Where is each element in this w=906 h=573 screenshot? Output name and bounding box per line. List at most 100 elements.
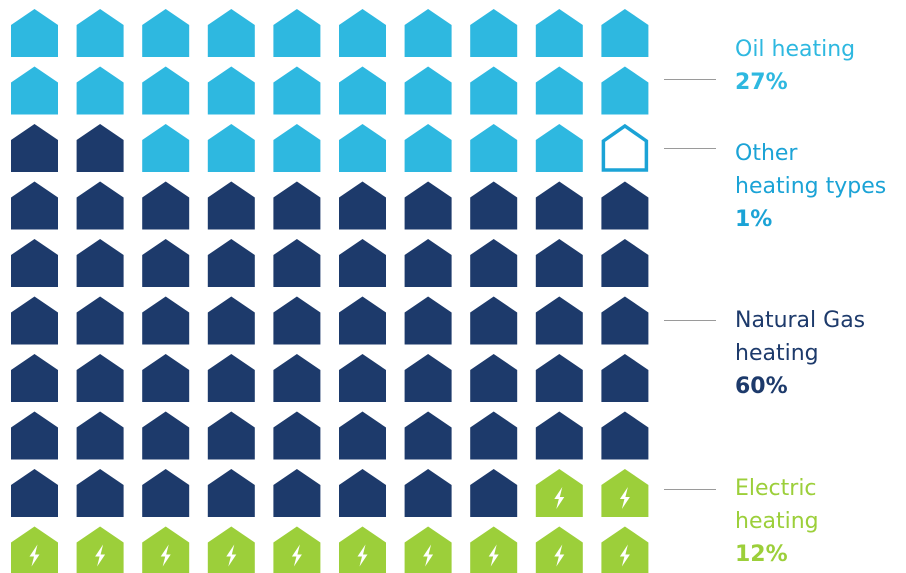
house-icon xyxy=(142,296,190,345)
house-icon-cell xyxy=(601,9,649,57)
house-icon-cell xyxy=(11,411,58,460)
house-icon xyxy=(470,411,518,460)
house-icon xyxy=(11,181,58,230)
house-icon xyxy=(11,9,58,57)
house-icon-cell xyxy=(142,124,190,172)
house-icon-cell xyxy=(142,181,190,230)
house-icon xyxy=(601,181,649,230)
house-icon xyxy=(404,354,452,402)
house-icon-cell xyxy=(470,9,518,57)
house-icon-cell xyxy=(11,354,58,402)
house-icon xyxy=(273,354,321,402)
house-icon-cell xyxy=(207,239,255,287)
house-icon-cell xyxy=(470,469,518,517)
house-icon-cell xyxy=(535,124,583,172)
lightning-house-icon-cell xyxy=(535,526,583,573)
house-icon xyxy=(601,354,649,402)
house-icon xyxy=(11,296,58,345)
house-icon xyxy=(535,181,583,230)
lightning-house-icon-cell xyxy=(11,526,58,573)
legend-value: 60% xyxy=(735,374,788,399)
house-icon-cell xyxy=(11,469,58,517)
house-icon xyxy=(76,411,124,460)
house-icon-cell xyxy=(339,9,386,57)
house-icon xyxy=(207,9,255,57)
house-icon-cell xyxy=(207,66,255,115)
house-icon-cell xyxy=(207,181,255,230)
house-icon xyxy=(76,124,124,172)
house-icon-cell xyxy=(273,66,321,115)
lightning-bolt-icon xyxy=(160,544,171,567)
house-icon-cell xyxy=(339,66,386,115)
house-icon-cell xyxy=(404,124,452,172)
house-icon-cell xyxy=(11,181,58,230)
house-icon-cell xyxy=(535,239,583,287)
house-icon xyxy=(601,411,649,460)
house-icon xyxy=(76,354,124,402)
house-icon xyxy=(535,411,583,460)
house-icon-cell xyxy=(273,411,321,460)
legend-label: Natural Gas xyxy=(735,308,866,333)
house-icon-cell xyxy=(339,469,386,517)
house-icon-cell xyxy=(470,124,518,172)
house-icon xyxy=(273,296,321,345)
house-icon-cell xyxy=(339,354,386,402)
house-icon xyxy=(470,66,518,115)
house-icon-cell xyxy=(273,469,321,517)
lightning-bolt-icon xyxy=(226,544,237,567)
house-icon xyxy=(535,239,583,287)
house-icon xyxy=(601,239,649,287)
house-icon-cell xyxy=(11,124,58,172)
house-icon xyxy=(142,9,190,57)
house-icon xyxy=(339,66,386,115)
house-icon-cell xyxy=(339,296,386,345)
house-icon xyxy=(470,239,518,287)
lightning-bolt-icon xyxy=(357,544,368,567)
house-icon xyxy=(470,469,518,517)
house-icon xyxy=(273,239,321,287)
house-icon-cell xyxy=(535,296,583,345)
house-icon-cell xyxy=(404,239,452,287)
lightning-house-icon-cell xyxy=(207,526,255,573)
lightning-house-icon-cell xyxy=(142,526,190,573)
house-icon xyxy=(470,9,518,57)
house-icon xyxy=(11,124,58,172)
house-icon xyxy=(339,9,386,57)
lightning-house-icon-cell xyxy=(601,526,649,573)
house-icon xyxy=(339,354,386,402)
house-icon xyxy=(207,296,255,345)
house-icon-cell xyxy=(470,354,518,402)
house-icon-cell xyxy=(404,354,452,402)
house-icon-cell xyxy=(535,9,583,57)
house-icon-cell xyxy=(142,354,190,402)
house-icon xyxy=(273,181,321,230)
legend-leader-line xyxy=(664,320,716,321)
house-icon xyxy=(76,296,124,345)
house-icon-cell xyxy=(11,239,58,287)
house-icon-cell xyxy=(404,181,452,230)
legend-label: Oil heating xyxy=(735,37,856,62)
house-icon-cell xyxy=(535,66,583,115)
house-icon-cell xyxy=(470,181,518,230)
house-icon-cell xyxy=(207,354,255,402)
house-icon-cell xyxy=(339,124,386,172)
house-icon xyxy=(76,181,124,230)
house-icon-cell xyxy=(470,411,518,460)
house-icon xyxy=(207,411,255,460)
house-icon xyxy=(207,469,255,517)
lightning-house-icon-cell xyxy=(535,469,583,517)
lightning-house-icon-cell xyxy=(601,469,649,517)
legend-entry: Natural Gas heating 60% xyxy=(735,304,865,403)
house-icon xyxy=(11,469,58,517)
house-icon-cell xyxy=(339,239,386,287)
house-icon xyxy=(142,469,190,517)
legend-label: heating xyxy=(735,509,819,534)
house-icon-cell xyxy=(273,181,321,230)
legend-leader-line xyxy=(664,79,716,80)
house-icon xyxy=(601,66,649,115)
house-icon xyxy=(207,181,255,230)
house-icon-cell xyxy=(76,9,124,57)
house-icon xyxy=(339,181,386,230)
house-icon-cell xyxy=(11,9,58,57)
house-icon xyxy=(470,354,518,402)
